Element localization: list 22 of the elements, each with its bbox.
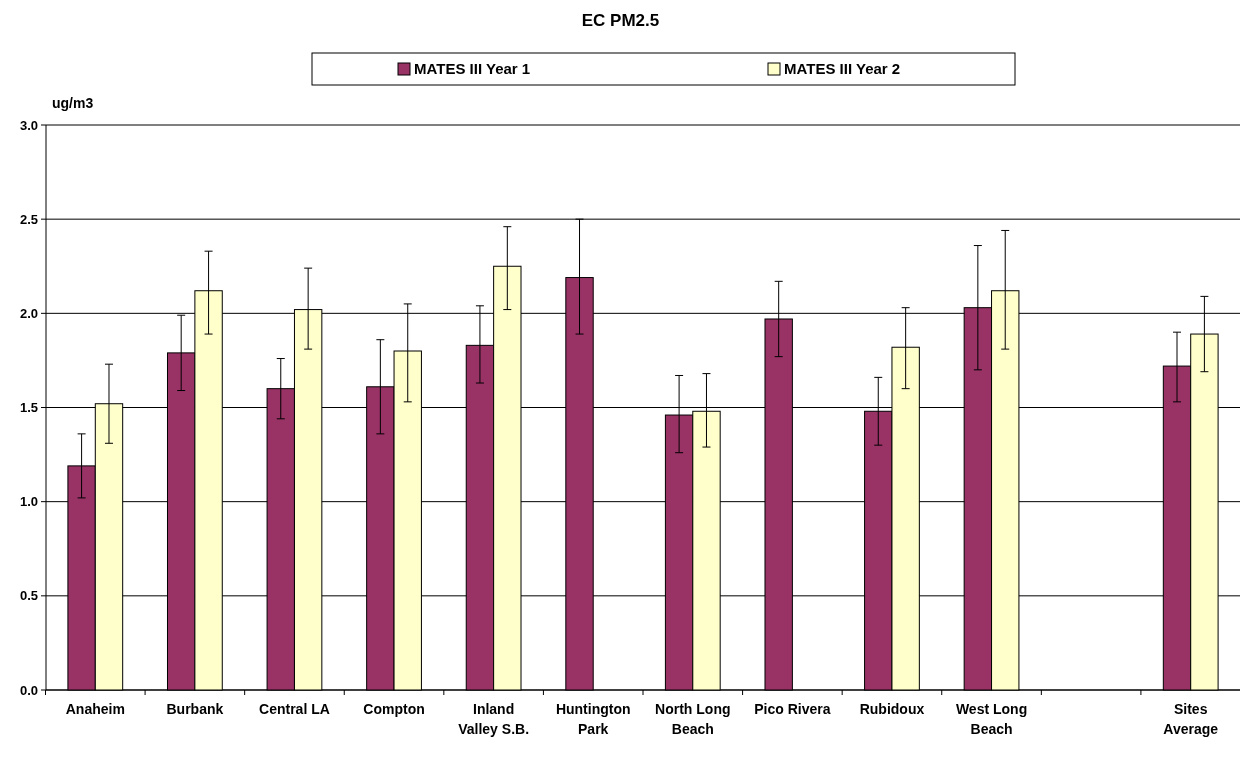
y-tick-label: 2.0 (19, 305, 38, 321)
x-tick-label: Rubidoux (859, 701, 925, 717)
chart-title: EC PM2.5 (581, 11, 660, 30)
x-tick-label: Central LA (259, 701, 330, 717)
x-tick-label: Burbank (166, 701, 224, 717)
x-tick-label: North Long Beach (655, 701, 731, 737)
x-tick-label: Compton (363, 701, 425, 717)
legend-label: MATES III Year 1 (414, 60, 531, 77)
legend-label: MATES III Year 2 (784, 60, 901, 77)
y-tick-label: 3.0 (19, 117, 38, 133)
x-tick-label: West Long Beach (955, 701, 1028, 737)
x-tick-label: Huntington Park (555, 701, 631, 737)
y-tick-label: 0.5 (19, 588, 38, 604)
y-axis-title: ug/m3 (52, 95, 94, 111)
x-tick-label: Sites Average (1163, 701, 1219, 737)
x-tick-label: Inland Valley S.B. (458, 701, 530, 737)
y-tick-label: 2.5 (19, 211, 38, 227)
y-tick-label: 1.0 (19, 494, 38, 510)
x-tick-label: Anaheim (65, 701, 125, 717)
y-tick-label: 1.5 (19, 400, 38, 416)
x-tick-label: Pico Rivera (754, 701, 831, 717)
y-tick-label: 0.0 (19, 682, 38, 698)
